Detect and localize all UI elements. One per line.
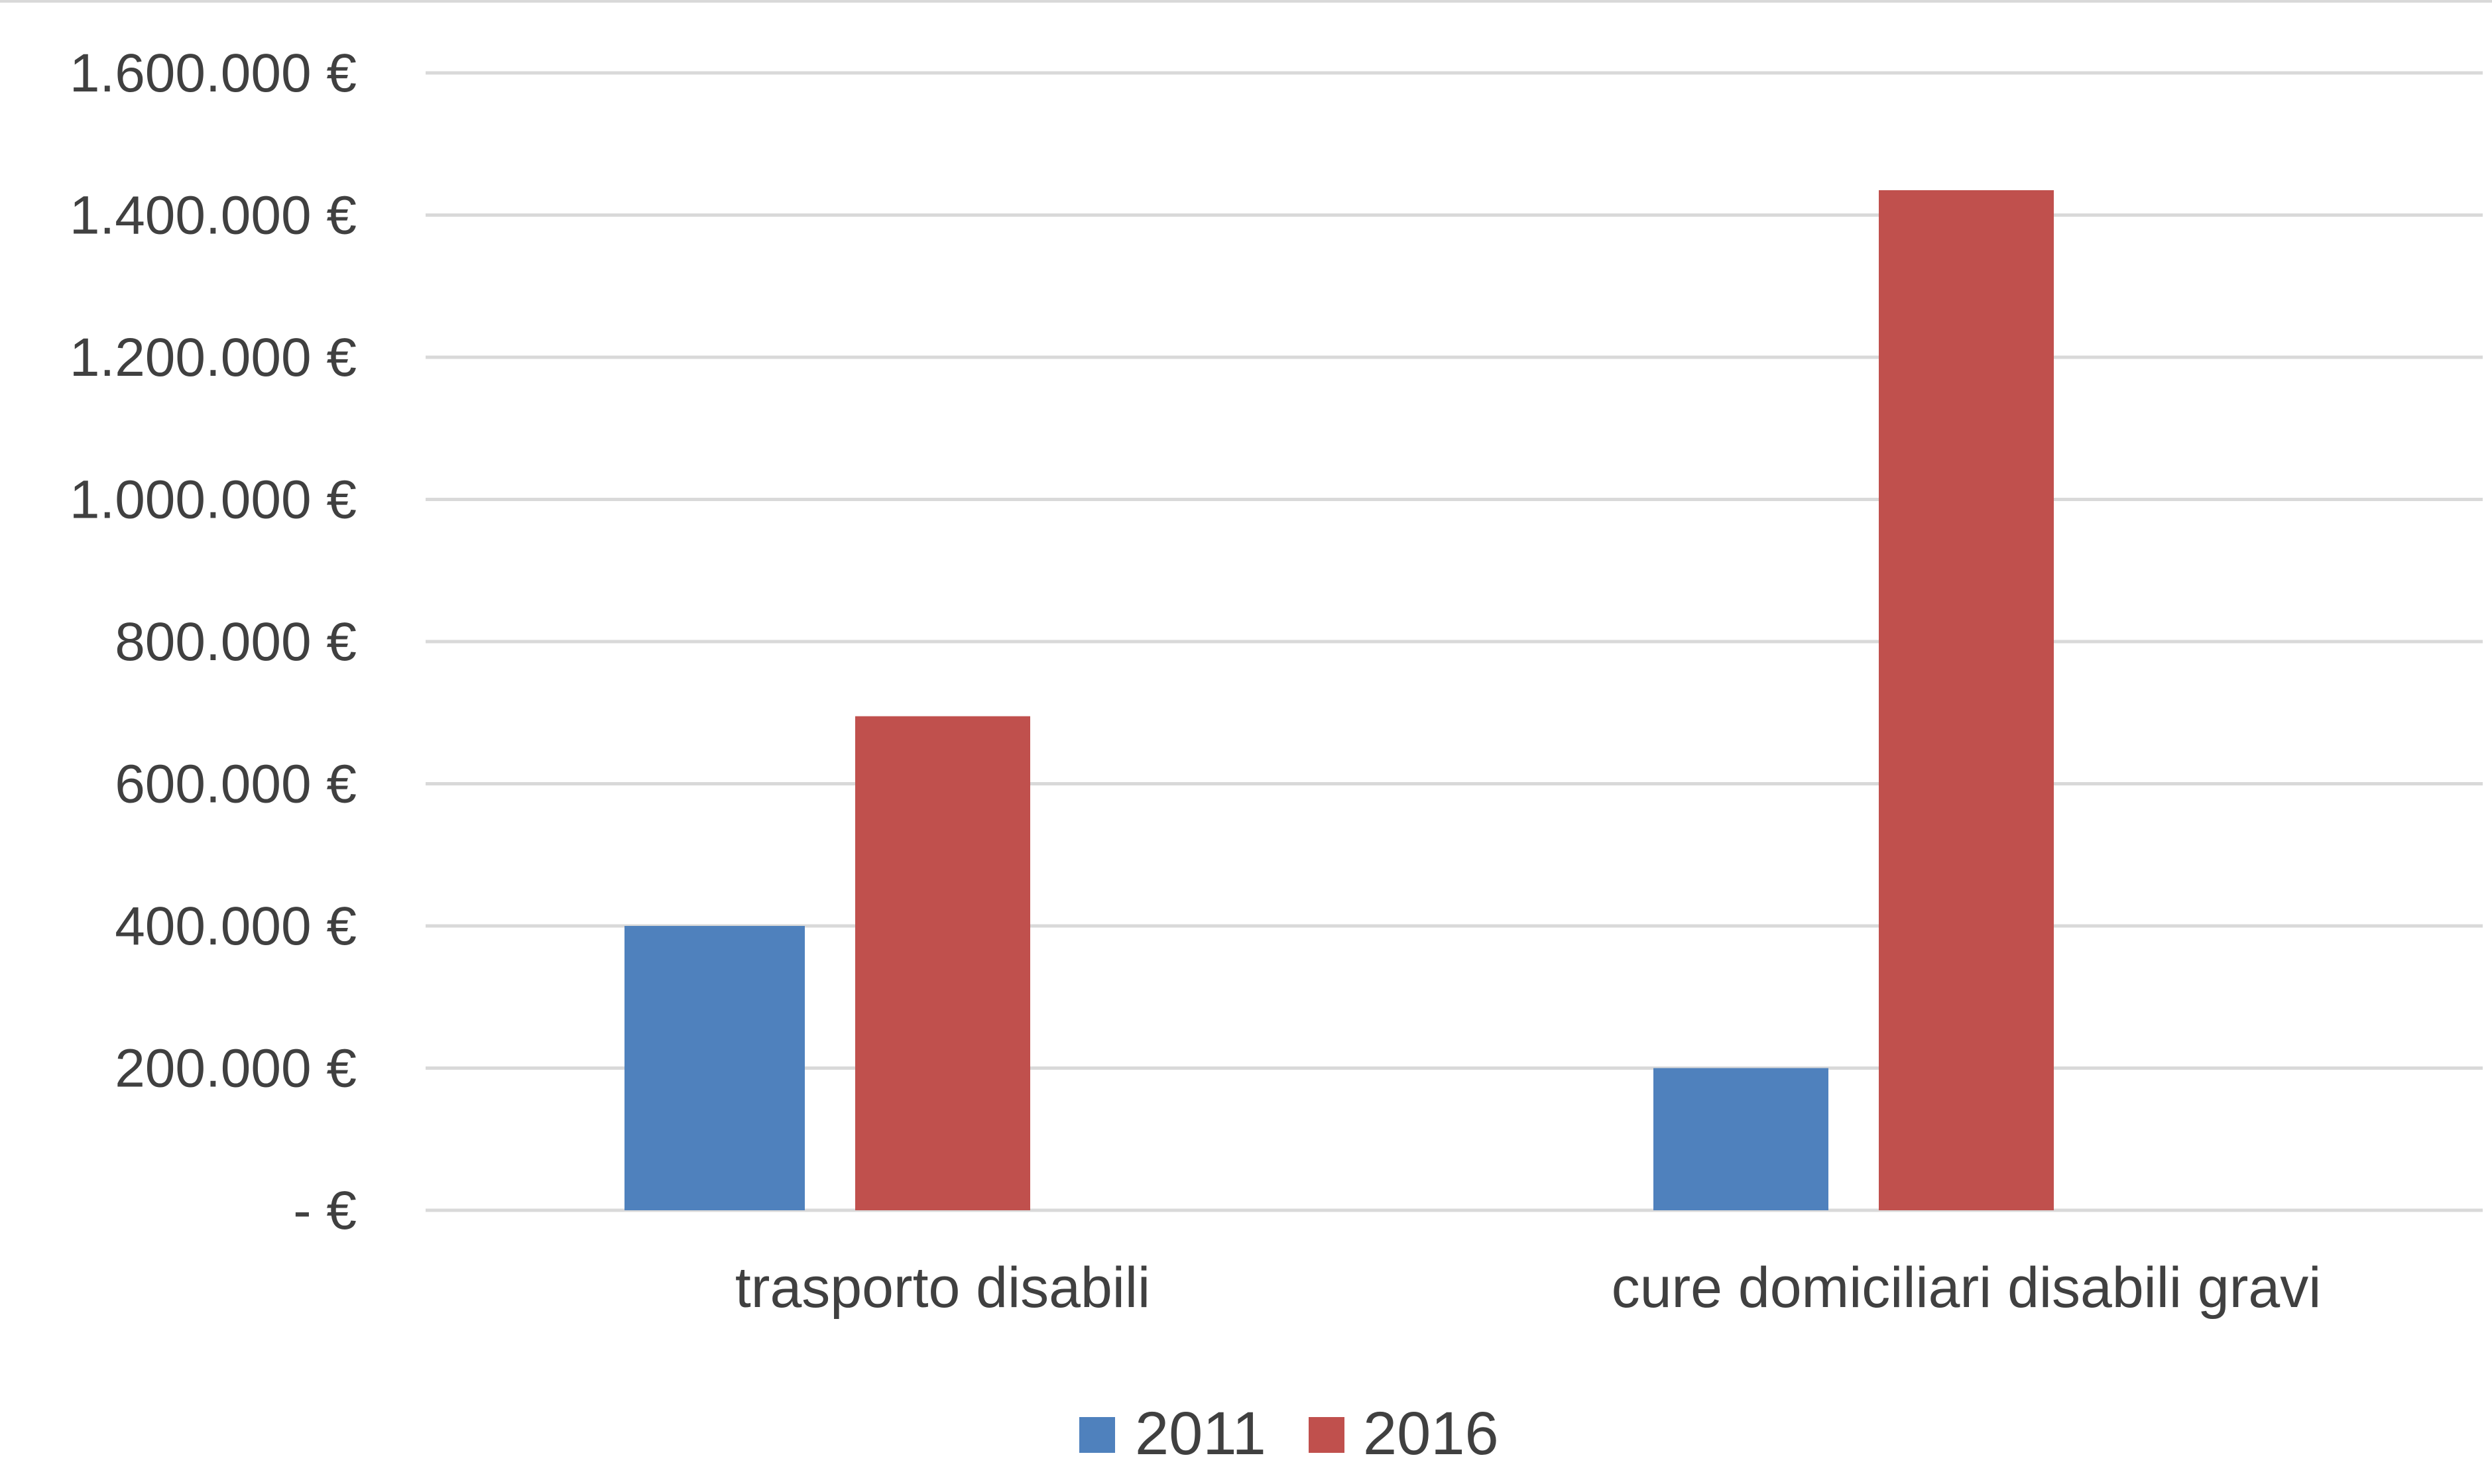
bar-2016-0 (855, 716, 1030, 1210)
y-tick-label: 800.000 € (115, 612, 357, 672)
bar-2011-1 (1653, 1068, 1828, 1210)
bars (624, 190, 2054, 1210)
legend: 2011 2016 (1079, 1400, 1499, 1467)
y-tick-label: 400.000 € (115, 896, 357, 956)
y-tick-label: 200.000 € (115, 1039, 357, 1099)
y-tick-label: 1.600.000 € (70, 43, 357, 103)
y-tick-label: 1.200.000 € (70, 327, 357, 388)
category-label: trasporto disabili (735, 1256, 1150, 1320)
bar-2016-1 (1879, 190, 2054, 1210)
legend-swatch-2011 (1079, 1417, 1115, 1453)
y-axis-tick-labels: - € 200.000 € 400.000 € 600.000 € 800.000 € 1… (70, 43, 357, 1241)
category-label: cure domiciliari disabili gravi (1612, 1256, 2322, 1320)
gridlines (426, 71, 2483, 1212)
y-tick-label: 1.000.000 € (70, 470, 357, 530)
y-tick-label: - € (293, 1180, 357, 1241)
legend-label: 2011 (1135, 1400, 1266, 1467)
y-tick-label: 1.400.000 € (70, 186, 357, 246)
chart-top-border (0, 0, 2492, 3)
bar-2011-0 (624, 926, 805, 1210)
legend-label: 2016 (1363, 1400, 1499, 1467)
y-tick-label: 600.000 € (115, 754, 357, 815)
category-labels: trasporto disabili cure domiciliari disab… (735, 1256, 2321, 1320)
legend-swatch-2016 (1309, 1417, 1344, 1453)
